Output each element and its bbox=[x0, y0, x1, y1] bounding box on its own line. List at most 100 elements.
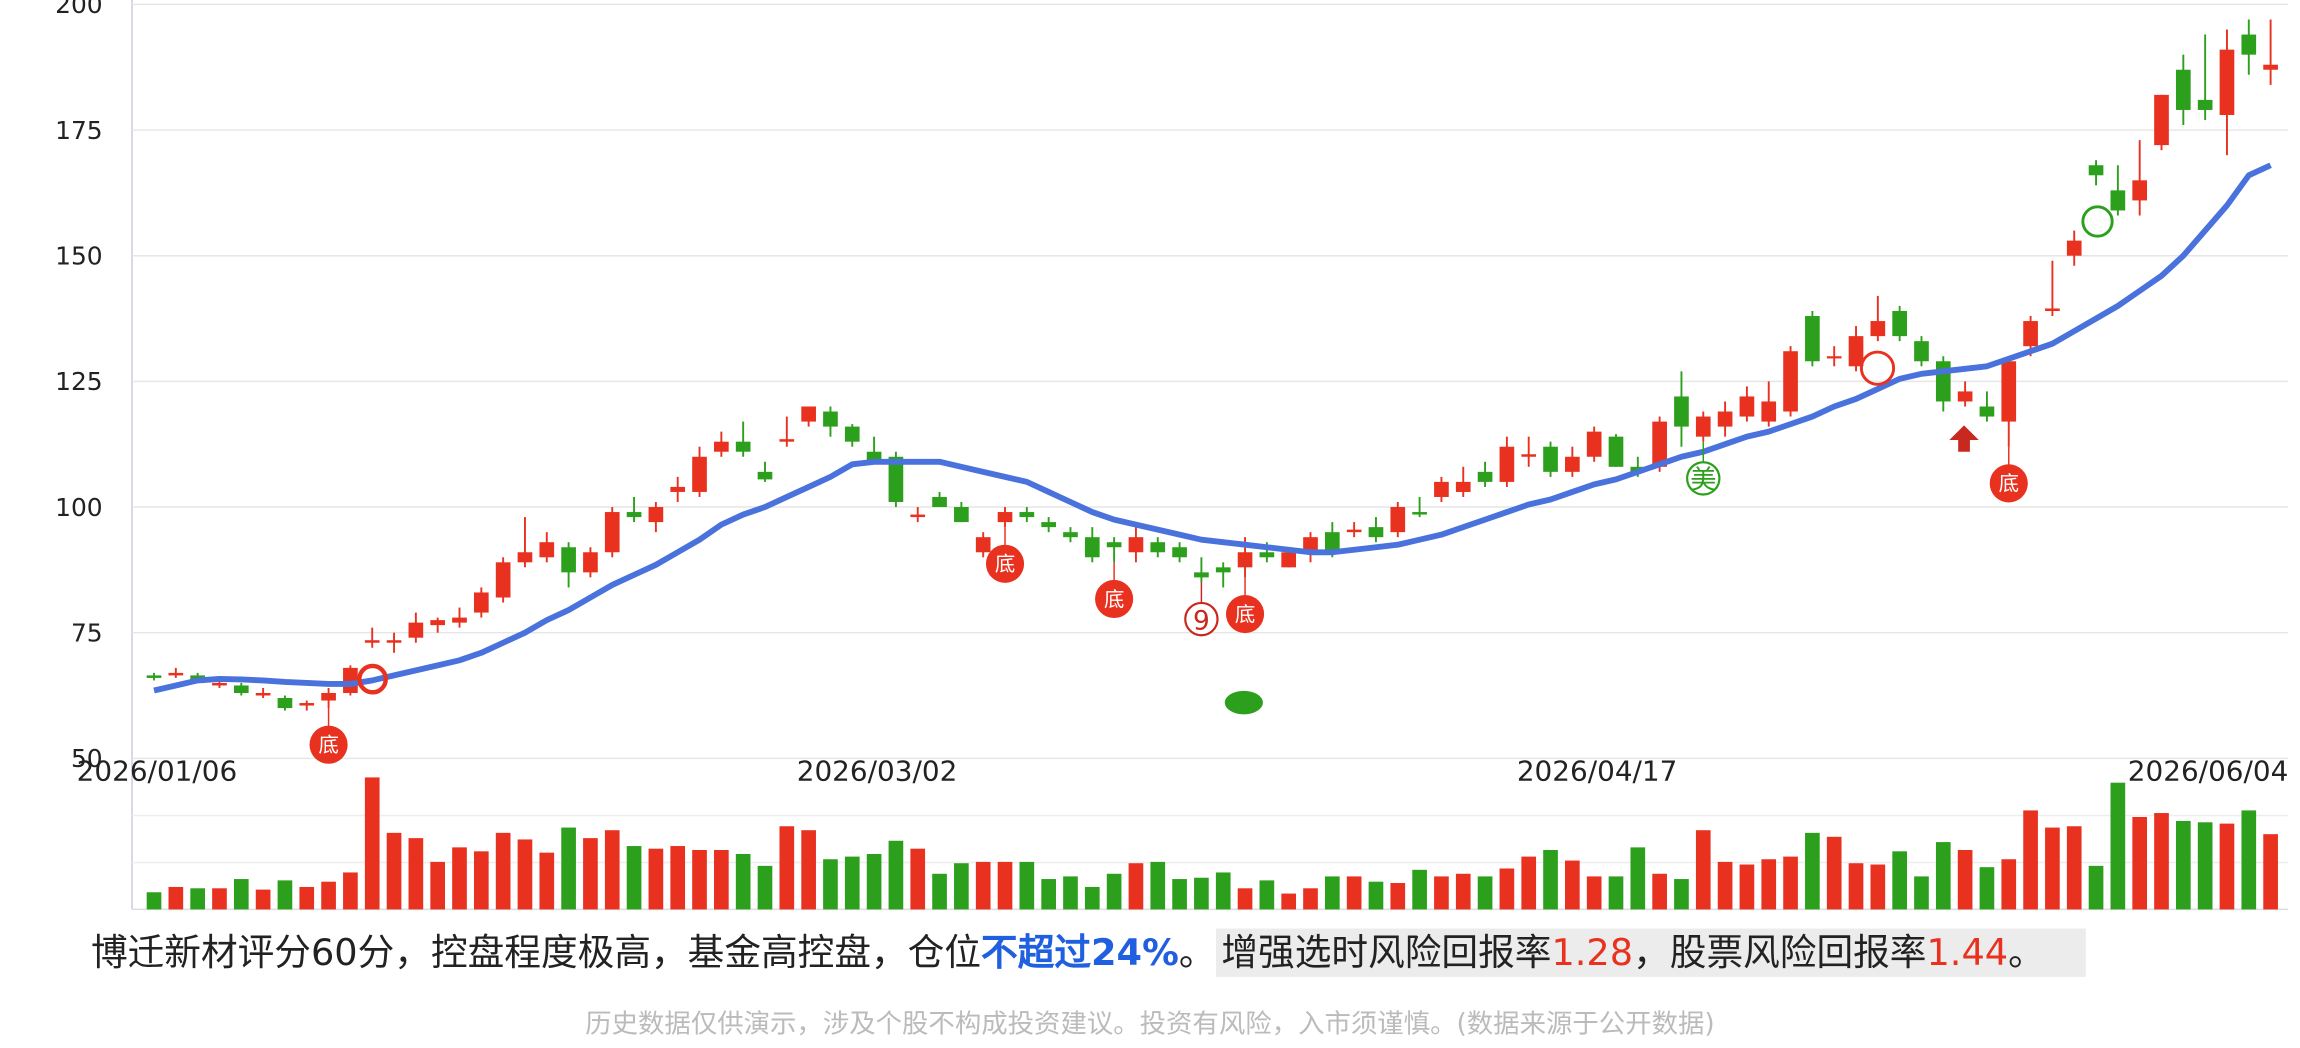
volume-bar bbox=[1346, 876, 1362, 910]
icon bbox=[1949, 425, 1979, 452]
volume-bar bbox=[561, 827, 576, 910]
icon bbox=[1859, 350, 1896, 386]
volume-bar bbox=[1324, 876, 1340, 910]
candle-body bbox=[1019, 512, 1035, 518]
candle-body bbox=[233, 685, 249, 693]
ratio-box: 增强选时风险回报率1.28，股票风险回报率1.44。 bbox=[1215, 928, 2086, 977]
candle-body bbox=[997, 512, 1013, 523]
candle-body bbox=[583, 552, 598, 573]
volume-bar bbox=[866, 853, 882, 910]
candle-body bbox=[1761, 401, 1777, 422]
volume-bar bbox=[1826, 836, 1842, 910]
candle-body bbox=[975, 537, 991, 553]
candle-body bbox=[932, 496, 947, 508]
volume-bar bbox=[1892, 851, 1907, 910]
volume-bar bbox=[364, 777, 380, 910]
volume-bar bbox=[1870, 864, 1886, 910]
candle-body bbox=[2110, 190, 2126, 211]
volume-bar bbox=[2045, 827, 2060, 910]
candle-body bbox=[2241, 34, 2257, 55]
x-tick-label: 2026/06/04 bbox=[2128, 754, 2289, 787]
volume-bar bbox=[1521, 856, 1537, 910]
candle-body bbox=[1455, 481, 1471, 492]
candle-body bbox=[1499, 446, 1515, 482]
signal-label: 底 bbox=[995, 552, 1016, 576]
volume-bar bbox=[1739, 864, 1755, 910]
candle-body bbox=[473, 592, 489, 613]
volume-bar bbox=[233, 879, 249, 910]
volume-bar bbox=[735, 853, 751, 910]
y-tick-label: 200 bbox=[55, 0, 103, 19]
volume-bar bbox=[1805, 832, 1820, 910]
volume-bar bbox=[212, 888, 227, 910]
candle-body bbox=[1586, 431, 1602, 457]
volume-bar bbox=[1761, 859, 1777, 910]
volume-bar bbox=[2197, 822, 2213, 910]
volume-bar bbox=[1499, 868, 1515, 910]
candle-body bbox=[1281, 552, 1297, 568]
candle-body bbox=[844, 426, 860, 442]
candle-body bbox=[386, 640, 402, 643]
candle-body bbox=[1084, 537, 1100, 558]
volume-bar bbox=[823, 859, 838, 910]
candle-body bbox=[364, 640, 380, 643]
candle-body bbox=[408, 622, 424, 638]
volume-bar bbox=[692, 850, 707, 910]
volume-bar bbox=[1652, 873, 1667, 910]
volume-bar bbox=[495, 832, 511, 910]
ratio-value: 1.44 bbox=[1926, 931, 2009, 974]
candle-body bbox=[1739, 396, 1755, 417]
volume-bar bbox=[1477, 876, 1493, 910]
candle-body bbox=[495, 562, 511, 598]
candle-body bbox=[1303, 537, 1318, 553]
candle-body bbox=[255, 692, 271, 696]
volume-bar bbox=[604, 830, 620, 910]
candle-body bbox=[1128, 537, 1144, 553]
signal-label: 底 bbox=[1235, 602, 1256, 626]
volume-bar bbox=[2001, 859, 2017, 910]
candle-body bbox=[452, 617, 467, 623]
candle-body bbox=[888, 456, 904, 502]
position-limit: 不超过24% bbox=[981, 931, 1179, 974]
candle-body bbox=[1848, 336, 1864, 367]
summary-text: 博迁新材评分60分，控盘程度极高，基金高控盘，仓位 bbox=[90, 931, 982, 974]
volume-bar bbox=[757, 865, 773, 910]
volume-bar bbox=[2132, 817, 2148, 910]
summary: 博迁新材评分60分，控盘程度极高，基金高控盘，仓位不超过24%。 增强选时风险回报… bbox=[91, 924, 2086, 977]
candle-body bbox=[757, 471, 773, 480]
candle-body bbox=[1935, 361, 1951, 402]
volume-bar bbox=[343, 872, 358, 910]
volume-bar bbox=[1303, 888, 1318, 910]
candle-body bbox=[2132, 180, 2148, 201]
x-tick-label: 2026/03/02 bbox=[797, 754, 958, 787]
candle-body bbox=[1652, 421, 1667, 467]
volume-bar bbox=[1543, 850, 1558, 910]
volume-bar bbox=[2175, 820, 2191, 910]
candle-body bbox=[321, 692, 336, 701]
signal-badge bbox=[985, 544, 1025, 583]
volume-bar bbox=[844, 856, 860, 910]
candle-body bbox=[2023, 321, 2038, 347]
volume-bar bbox=[932, 873, 947, 910]
volume-bar bbox=[1586, 876, 1602, 910]
y-tick-label: 175 bbox=[55, 116, 103, 145]
volume-bar bbox=[1674, 879, 1689, 910]
signal-label: 美 bbox=[1690, 465, 1716, 496]
volume-bar bbox=[2110, 782, 2126, 910]
candle-body bbox=[866, 451, 882, 462]
volume-bar bbox=[299, 886, 315, 910]
candle-body bbox=[1543, 446, 1558, 472]
volume-bar bbox=[1368, 881, 1384, 910]
volume-bar bbox=[1783, 856, 1798, 910]
disclaimer: 历史数据仅供演示，涉及个股不构成投资建议。投资有风险，入市须谨慎。(数据来源于公… bbox=[585, 1009, 1715, 1040]
volume-bar bbox=[1106, 873, 1122, 910]
candle-body bbox=[2001, 361, 2017, 422]
candle-body bbox=[277, 698, 293, 709]
ratio-label: 增强选时风险回报率 bbox=[1221, 931, 1552, 974]
volume-bar bbox=[430, 861, 446, 910]
volume-bar bbox=[670, 846, 686, 910]
volume-bar bbox=[1259, 880, 1275, 910]
volume-bar bbox=[1019, 861, 1035, 910]
summary-text: 。 bbox=[2008, 931, 2045, 974]
volume-bar bbox=[168, 886, 184, 910]
